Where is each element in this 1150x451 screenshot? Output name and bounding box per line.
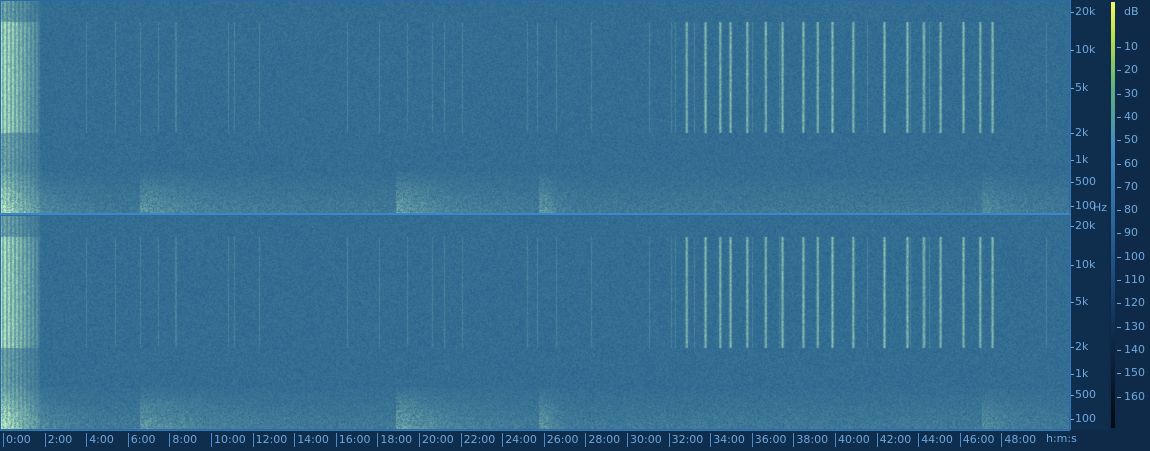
db-label: 40 xyxy=(1124,111,1138,123)
time-label: 48:00 xyxy=(1001,433,1036,447)
time-label: 32:00 xyxy=(669,433,704,447)
time-label: 16:00 xyxy=(336,433,371,447)
time-axis[interactable]: 0:00 2:00 4:00 6:00 8:00 10:00 12:00 14:00 16:00… xyxy=(0,430,1070,451)
time-label: 14:00 xyxy=(294,433,329,447)
time-label: 28:00 xyxy=(585,433,620,447)
time-label: 12:00 xyxy=(253,433,288,447)
frequency-label: 5k xyxy=(1075,82,1088,94)
db-scale-title: dB xyxy=(1124,6,1139,18)
db-tick xyxy=(1117,164,1121,165)
time-label: 24:00 xyxy=(502,433,537,447)
frequency-label: 2k xyxy=(1075,341,1088,353)
db-tick xyxy=(1117,257,1121,258)
frequency-label: 1k xyxy=(1075,154,1088,166)
frequency-label: 20k xyxy=(1075,6,1095,18)
db-color-scale xyxy=(1111,2,1115,428)
db-tick xyxy=(1117,350,1121,351)
db-label: 100 xyxy=(1124,251,1145,263)
db-tick xyxy=(1117,187,1121,188)
db-tick xyxy=(1117,94,1121,95)
db-label: 50 xyxy=(1124,134,1138,146)
time-label: 0:00 xyxy=(3,433,31,447)
time-label: 2:00 xyxy=(45,433,73,447)
time-label: 30:00 xyxy=(627,433,662,447)
frequency-unit: Hz xyxy=(1093,201,1107,214)
time-label: 46:00 xyxy=(960,433,995,447)
time-label: 26:00 xyxy=(544,433,579,447)
time-label: 8:00 xyxy=(169,433,197,447)
frequency-label: 1k xyxy=(1075,368,1088,380)
channel-divider[interactable] xyxy=(0,213,1108,215)
time-label: 36:00 xyxy=(752,433,787,447)
time-label: 20:00 xyxy=(419,433,454,447)
db-label: 130 xyxy=(1124,321,1145,333)
frequency-label: 100 xyxy=(1075,413,1096,425)
db-tick xyxy=(1117,140,1121,141)
db-label: 110 xyxy=(1124,274,1145,286)
db-label: 10 xyxy=(1124,41,1138,53)
db-tick xyxy=(1117,117,1121,118)
db-label: 150 xyxy=(1124,367,1145,379)
db-label: 140 xyxy=(1124,344,1145,356)
time-label: 34:00 xyxy=(710,433,745,447)
db-label: 120 xyxy=(1124,297,1145,309)
time-label: 22:00 xyxy=(461,433,496,447)
db-label: 30 xyxy=(1124,88,1138,100)
time-label: 42:00 xyxy=(877,433,912,447)
db-label: 70 xyxy=(1124,181,1138,193)
db-tick xyxy=(1117,210,1121,211)
db-tick xyxy=(1117,397,1121,398)
time-label: 4:00 xyxy=(86,433,114,447)
db-label: 80 xyxy=(1124,204,1138,216)
time-label: 38:00 xyxy=(793,433,828,447)
time-label: 10:00 xyxy=(211,433,246,447)
frequency-axis[interactable]: 20k 10k 5k 2k 1k 500 100 20k 10k 5k 2k 1k 500 100 xyxy=(1070,0,1109,430)
time-label: 40:00 xyxy=(835,433,870,447)
db-tick xyxy=(1117,70,1121,71)
spectrogram-canvas[interactable] xyxy=(0,0,1070,430)
db-label: 20 xyxy=(1124,64,1138,76)
frequency-label: 500 xyxy=(1075,176,1096,188)
db-label: 90 xyxy=(1124,227,1138,239)
frequency-label: 2k xyxy=(1075,127,1088,139)
time-label: 44:00 xyxy=(918,433,953,447)
db-tick xyxy=(1117,303,1121,304)
db-tick xyxy=(1117,47,1121,48)
db-tick xyxy=(1117,233,1121,234)
db-label: 60 xyxy=(1124,158,1138,170)
db-label: 160 xyxy=(1124,391,1145,403)
frequency-label: 10k xyxy=(1075,44,1095,56)
frequency-label: 500 xyxy=(1075,389,1096,401)
frequency-label: 5k xyxy=(1075,296,1088,308)
db-tick xyxy=(1117,327,1121,328)
time-label: 18:00 xyxy=(377,433,412,447)
frequency-label: 20k xyxy=(1075,220,1095,232)
db-tick xyxy=(1117,373,1121,374)
time-unit: h:m:s xyxy=(1046,432,1077,445)
frequency-label: 10k xyxy=(1075,259,1095,271)
time-label: 6:00 xyxy=(128,433,156,447)
db-tick xyxy=(1117,280,1121,281)
